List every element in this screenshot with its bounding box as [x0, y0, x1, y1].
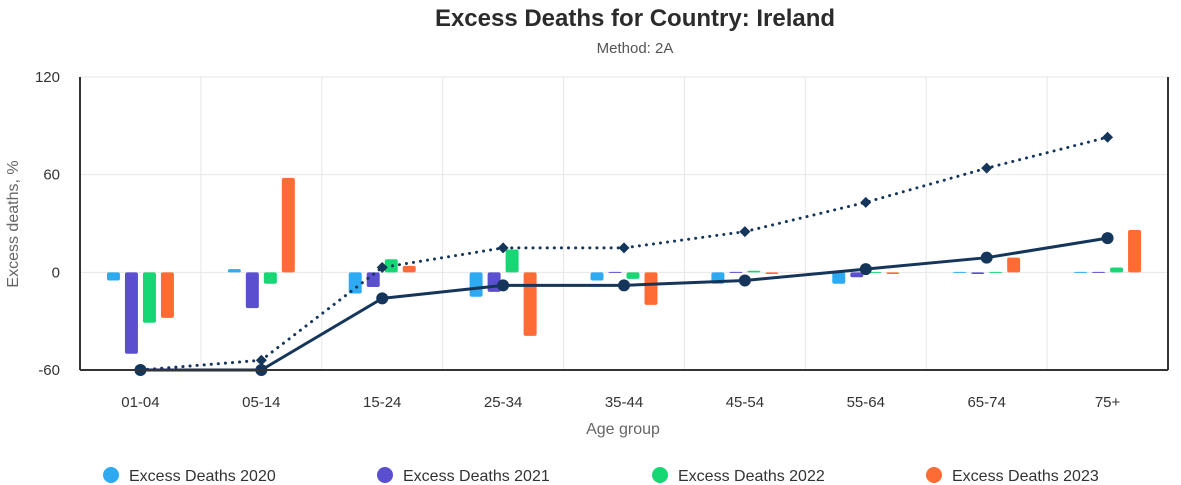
bar[interactable] [608, 271, 622, 273]
line-marker-diamond[interactable] [860, 196, 872, 208]
bar[interactable] [505, 249, 519, 273]
legend-marker [377, 467, 393, 483]
bar[interactable] [142, 272, 156, 323]
legend-label: Excess Deaths 2022 [678, 468, 825, 485]
x-tick-label: 55-64 [847, 394, 885, 411]
line-marker-diamond[interactable] [1102, 131, 1114, 143]
line-marker-diamond[interactable] [618, 242, 630, 254]
bar[interactable] [366, 272, 380, 287]
bar[interactable] [263, 272, 277, 284]
lines [134, 131, 1114, 376]
legend[interactable]: Excess Deaths 2020 Excess Deaths 2021 Exce… [103, 467, 1099, 485]
bar[interactable] [953, 271, 967, 273]
line-marker-diamond[interactable] [981, 162, 993, 174]
bar[interactable] [402, 265, 416, 273]
bar[interactable] [523, 272, 537, 336]
bar[interactable] [1074, 271, 1088, 273]
legend-item[interactable]: Excess Deaths 2022 [652, 467, 825, 485]
legend-item[interactable]: Excess Deaths 2020 [103, 467, 276, 485]
x-tick-label: 65-74 [967, 394, 1005, 411]
y-tick-label: 0 [52, 264, 60, 281]
legend-marker [926, 467, 942, 483]
grid [80, 76, 1168, 371]
x-tick-label: 35-44 [605, 394, 643, 411]
y-tick-label: 120 [35, 69, 60, 86]
line-marker-diamond[interactable] [376, 261, 388, 273]
bar[interactable] [1007, 257, 1021, 273]
bar[interactable] [469, 272, 483, 297]
axes [79, 77, 1169, 371]
x-tick-label: 05-14 [242, 394, 280, 411]
y-axis-title: Excess deaths, % [5, 160, 22, 287]
line-marker-circle[interactable] [376, 292, 389, 305]
bar[interactable] [348, 272, 362, 294]
y-tick-label: -60 [38, 362, 60, 379]
legend-item[interactable]: Excess Deaths 2023 [926, 467, 1099, 485]
line-marker-circle[interactable] [738, 274, 751, 287]
bars [106, 177, 1142, 354]
bar[interactable] [106, 272, 120, 281]
bar[interactable] [729, 271, 743, 273]
bar[interactable] [245, 272, 259, 309]
bar[interactable] [765, 272, 779, 274]
line-marker-diamond[interactable] [739, 226, 751, 238]
line-marker-circle[interactable] [618, 279, 630, 292]
bar[interactable] [160, 272, 174, 318]
legend-label: Excess Deaths 2021 [403, 468, 550, 485]
x-tick-label: 15-24 [363, 394, 401, 411]
bar[interactable] [124, 272, 138, 354]
x-axis-title: Age group [586, 421, 660, 438]
chart-subtitle: Method: 2A [597, 40, 674, 57]
chart-title: Excess Deaths for Country: Ireland [435, 5, 835, 32]
line-marker-circle[interactable] [497, 279, 510, 292]
bar[interactable] [989, 271, 1003, 273]
legend-marker [103, 467, 119, 483]
x-tick-label: 01-04 [121, 394, 159, 411]
bar[interactable] [227, 269, 241, 273]
bar[interactable] [868, 271, 882, 273]
bar[interactable] [971, 272, 985, 274]
bar[interactable] [1092, 271, 1106, 273]
x-tick-label: 75+ [1095, 394, 1121, 411]
legend-item[interactable]: Excess Deaths 2021 [377, 467, 550, 485]
x-tick-label: 25-34 [484, 394, 522, 411]
line-marker-diamond[interactable] [255, 354, 267, 366]
legend-label: Excess Deaths 2023 [952, 468, 1099, 485]
legend-label: Excess Deaths 2020 [129, 468, 276, 485]
bar[interactable] [1128, 230, 1142, 273]
bar[interactable] [644, 272, 658, 305]
line-marker-circle[interactable] [859, 263, 872, 276]
bar[interactable] [832, 272, 846, 284]
x-tick-label: 45-54 [726, 394, 764, 411]
line-marker-circle[interactable] [980, 251, 993, 264]
bar[interactable] [626, 272, 640, 279]
bar[interactable] [281, 177, 295, 273]
bar[interactable] [747, 270, 761, 273]
bar[interactable] [886, 272, 900, 274]
bar[interactable] [590, 272, 604, 281]
bar[interactable] [850, 272, 864, 278]
line-marker-circle[interactable] [1101, 232, 1114, 245]
line-marker-diamond[interactable] [497, 242, 509, 254]
bar[interactable] [1110, 267, 1124, 273]
legend-marker [652, 467, 668, 483]
y-tick-label: 60 [43, 167, 60, 184]
tick-labels: 120 60 0 -60 01-04 05-14 15-24 25-34 35-44 45-54 5… [35, 69, 1121, 411]
